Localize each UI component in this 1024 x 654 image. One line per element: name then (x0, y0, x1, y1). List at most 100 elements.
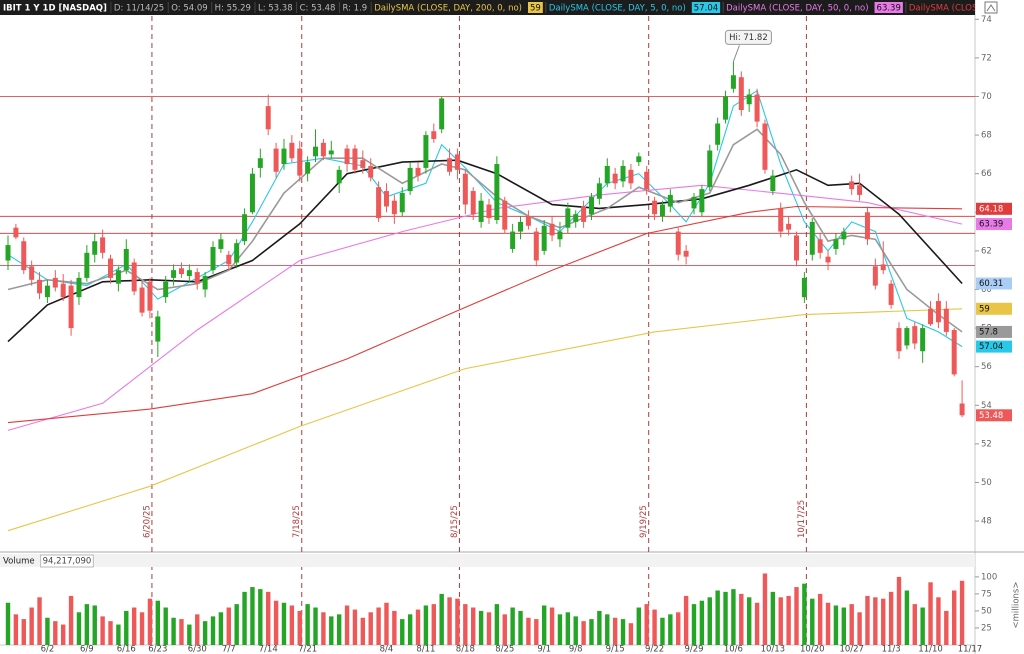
candle-body (415, 167, 421, 176)
candle-body (76, 277, 82, 298)
volume-bar (904, 590, 910, 645)
volume-bar (541, 605, 547, 645)
volume-bar (486, 612, 492, 645)
volume-bar (92, 605, 97, 645)
price-badge-label: 53.48 (979, 411, 1003, 421)
candle-body (502, 200, 508, 230)
candle-body (746, 94, 752, 105)
candle-body (423, 135, 429, 168)
volume-y-tick-label: 100 (981, 572, 997, 582)
x-tick-label: 9/8 (569, 645, 583, 654)
y-tick-label: 54 (981, 401, 992, 411)
y-tick-label: 68 (981, 131, 992, 141)
header-item: R: 1.9 (342, 4, 367, 14)
candle-body (439, 98, 445, 130)
volume-bar (865, 595, 870, 645)
candle-body (581, 206, 587, 222)
volume-bar (76, 612, 82, 645)
candle-body (549, 223, 555, 236)
volume-bar (707, 597, 712, 645)
candle-body (904, 328, 910, 346)
volume-bar (147, 598, 153, 645)
candle-body (675, 231, 681, 255)
volume-bar (273, 600, 279, 645)
event-label: 8/15/25 (450, 505, 460, 538)
candle-body (794, 235, 799, 261)
volume-bar (526, 617, 531, 645)
y-tick-label: 52 (981, 439, 992, 449)
candle-body (754, 94, 760, 122)
volume-bar (518, 610, 523, 645)
candle-body (360, 160, 366, 168)
candle-body (313, 146, 319, 157)
volume-bar (786, 595, 791, 645)
volume-bar (881, 598, 886, 645)
volume-bar (195, 614, 200, 645)
candle-body (84, 252, 90, 278)
candle-body (391, 200, 397, 215)
volume-bar (628, 623, 634, 645)
x-tick-label: 10/27 (839, 645, 864, 654)
volume-bar (699, 600, 705, 645)
header-item: L: 53.38 (258, 4, 293, 14)
event-label: 10/17/25 (797, 500, 807, 538)
price-badge (976, 340, 1012, 353)
candle-body (186, 270, 192, 276)
volume-bar (794, 587, 799, 645)
y-tick-label: 62 (981, 246, 992, 256)
candle-body (234, 243, 240, 263)
volume-title: Volume (3, 557, 35, 567)
candle-body (801, 277, 807, 298)
study-value: 63.39 (877, 4, 901, 14)
volume-value-box (40, 554, 94, 568)
volume-bar (660, 617, 665, 645)
candle-body (596, 183, 602, 199)
candle-body (454, 154, 460, 170)
volume-bar (392, 610, 397, 645)
candle-body (557, 231, 563, 240)
candle-body (943, 308, 949, 332)
volume-bar (683, 595, 689, 645)
volume-bar (581, 621, 586, 645)
volume-bar (131, 607, 137, 645)
x-tick-label: 10/20 (800, 645, 825, 654)
candle-body (336, 169, 342, 184)
candle-body (628, 169, 634, 184)
volume-bar (873, 597, 878, 645)
candle-body (108, 258, 114, 278)
study-value: 59 (530, 4, 541, 14)
x-tick-label: 6/9 (80, 645, 94, 654)
volume-bar (368, 612, 373, 645)
candle-body (115, 270, 121, 284)
volume-bar (636, 607, 641, 645)
volume-bar (778, 597, 783, 645)
candle-body (44, 285, 50, 298)
candle-body (92, 241, 98, 255)
volume-bar (739, 593, 744, 645)
candle-body (305, 162, 311, 174)
candle-body (123, 248, 129, 271)
candle-body (510, 231, 516, 249)
volume-bar (139, 612, 145, 645)
candle-body (959, 403, 965, 416)
x-tick-label: 9/22 (645, 645, 664, 654)
volume-bar (754, 602, 760, 645)
volume-bar (100, 616, 105, 645)
candle-body (52, 277, 58, 288)
candle-body (644, 171, 650, 190)
volume-bar (589, 619, 594, 645)
volume-bar (746, 597, 752, 645)
candle-body (565, 208, 571, 228)
candle-body (604, 165, 610, 184)
volume-bar (928, 582, 933, 645)
candle-body (462, 173, 468, 205)
candle-body (202, 275, 208, 290)
price-badge (976, 302, 1012, 315)
volume-bar (297, 610, 302, 645)
candle-body (833, 239, 839, 249)
x-tick-label: 11/3 (882, 645, 901, 654)
y-tick-label: 56 (981, 362, 992, 372)
volume-bar (691, 604, 697, 645)
volume-bar (463, 604, 468, 645)
x-tick-label: 8/11 (416, 645, 435, 654)
